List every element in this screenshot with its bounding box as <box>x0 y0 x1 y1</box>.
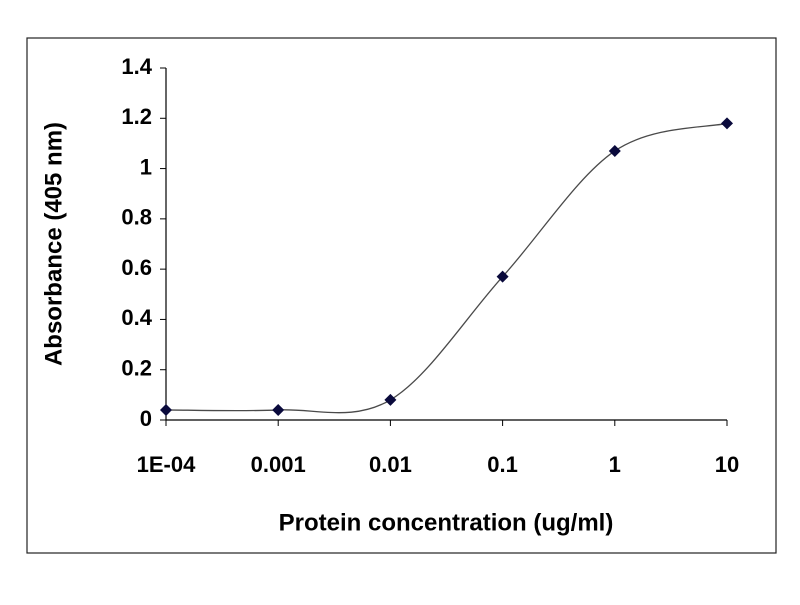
y-tick-label: 0.6 <box>121 255 152 280</box>
y-tick-label: 0.4 <box>121 305 152 330</box>
y-tick-label: 0.8 <box>121 205 152 230</box>
y-tick-label: 1 <box>140 154 152 179</box>
data-point <box>496 270 509 283</box>
x-tick-label: 0.1 <box>487 452 518 477</box>
x-tick-label: 10 <box>715 452 739 477</box>
data-point <box>384 393 397 406</box>
y-tick-label: 0 <box>140 406 152 431</box>
y-tick-label: 0.2 <box>121 356 152 381</box>
x-tick-label: 0.001 <box>251 452 306 477</box>
data-point <box>272 403 285 416</box>
data-point <box>608 144 621 157</box>
x-axis-title: Protein concentration (ug/ml) <box>279 509 614 536</box>
y-axis-title: Absorbance (405 nm) <box>40 122 67 366</box>
y-tick-label: 1.2 <box>121 104 152 129</box>
x-tick-label: 0.01 <box>369 452 412 477</box>
chart-frame <box>26 37 777 554</box>
x-tick-label: 1 <box>609 452 621 477</box>
data-point <box>721 117 733 130</box>
data-point <box>160 403 172 416</box>
y-tick-label: 1.4 <box>121 54 152 79</box>
x-tick-label: 1E-04 <box>137 452 196 477</box>
